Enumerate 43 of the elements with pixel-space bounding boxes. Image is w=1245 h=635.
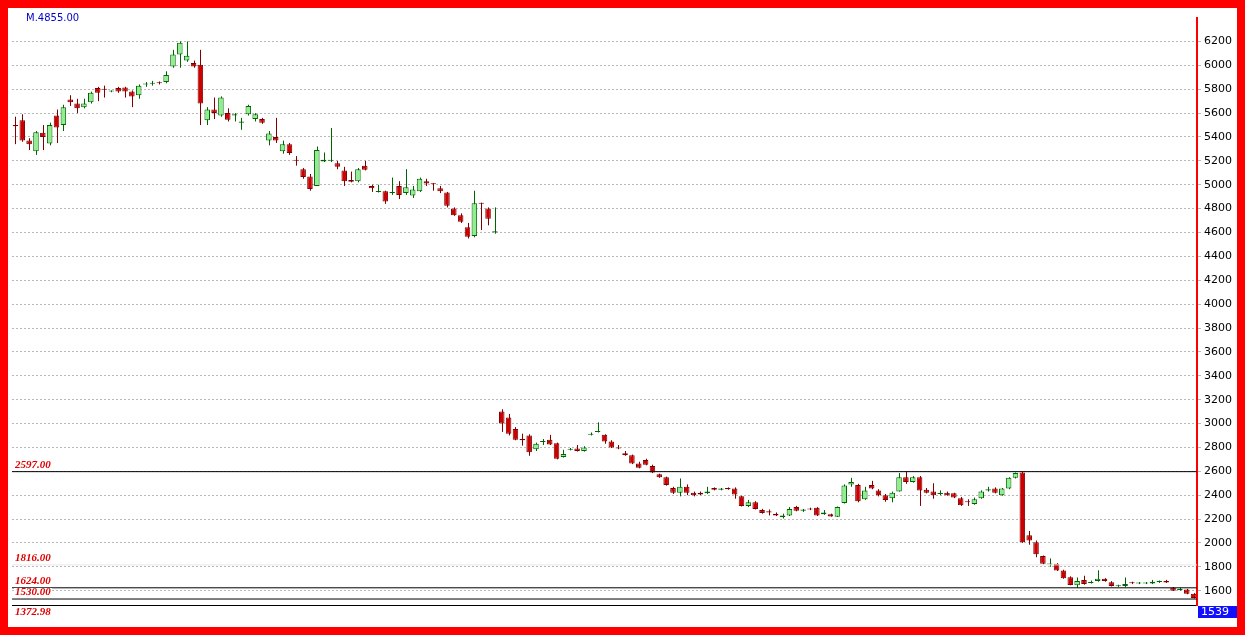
y-tick-label: 2000 <box>1204 535 1233 549</box>
y-tick-label: 5800 <box>1204 82 1233 96</box>
y-tick-label: 6000 <box>1204 58 1233 72</box>
y-tick-label: 2400 <box>1204 488 1233 502</box>
y-tick-label: 4000 <box>1204 297 1233 310</box>
y-tick-label: 5000 <box>1204 177 1233 191</box>
y-tick-label: 4400 <box>1204 249 1233 263</box>
y-tick-label: 1600 <box>1204 583 1233 597</box>
y-tick-label: 2600 <box>1204 464 1233 478</box>
y-tick-label: 4800 <box>1204 201 1233 215</box>
candlestick <box>526 433 532 457</box>
y-tick-label: 5600 <box>1204 105 1233 119</box>
candlestick <box>403 168 409 196</box>
ref-line-label: 1816.00 <box>15 551 52 564</box>
candlestick <box>183 40 190 63</box>
candlestick <box>498 408 505 433</box>
text: 1539 <box>1201 604 1230 618</box>
annotation: M.4855.00 <box>26 12 80 24</box>
candlestick <box>272 117 279 144</box>
candlestick <box>177 40 183 69</box>
y-tick-label: 6200 <box>1204 34 1233 48</box>
ref-line-label: 1530.00 <box>15 585 52 598</box>
ref-line-label: 2597.00 <box>14 457 52 470</box>
y-tick-label: 4600 <box>1204 225 1233 239</box>
y-tick-label: 4200 <box>1204 273 1233 287</box>
y-tick-label: 1800 <box>1204 559 1233 573</box>
candlestick <box>855 483 861 503</box>
y-tick-label: 2200 <box>1204 511 1233 525</box>
y-tick-label: 5400 <box>1204 129 1233 143</box>
y-tick-label: 2800 <box>1204 440 1233 454</box>
y-tick-label: 3600 <box>1204 344 1233 358</box>
y-tick-label: 3400 <box>1204 368 1233 382</box>
text: 1372.98 <box>15 605 52 618</box>
y-tick-label: 5200 <box>1204 153 1233 167</box>
ref-line-label: 1624.00 <box>15 574 52 587</box>
y-tick-label: 3800 <box>1204 320 1233 334</box>
y-tick-label: 3000 <box>1204 416 1233 430</box>
candlestick <box>40 124 46 151</box>
candlestick <box>33 130 39 156</box>
candlestick <box>841 483 848 505</box>
y-tick-label: 3200 <box>1204 392 1233 406</box>
candlestick <box>218 95 224 118</box>
candlestick <box>341 166 347 187</box>
